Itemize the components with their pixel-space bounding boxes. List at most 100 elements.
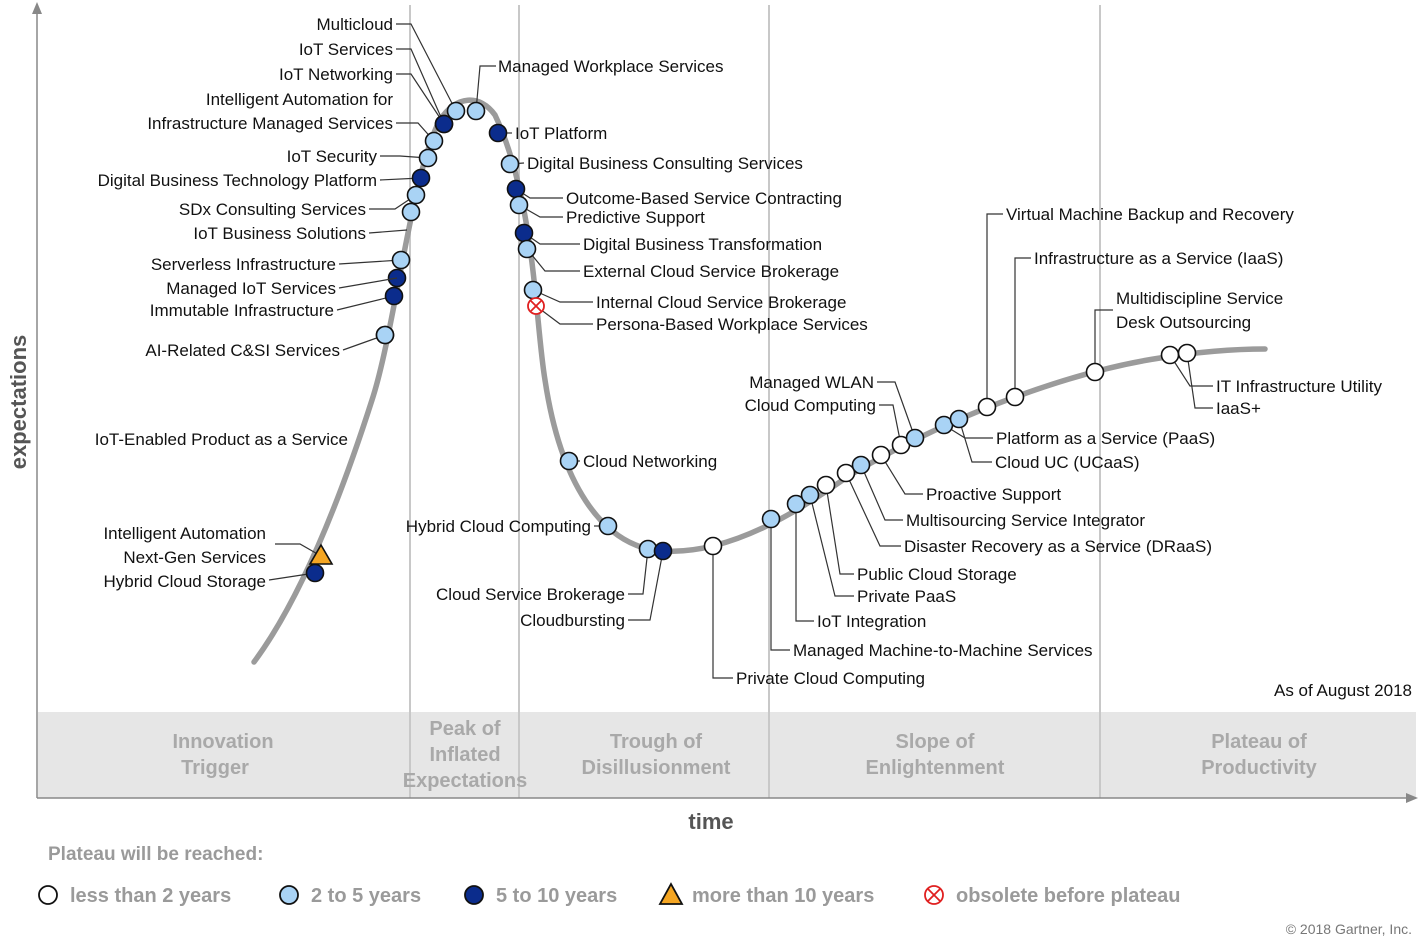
- technology-multisourcing-service-integrator: Multisourcing Service Integrator: [851, 455, 1145, 530]
- leader-line: [380, 155, 429, 159]
- technology-it-infrastructure-utility: IT Infrastructure Utility: [1160, 345, 1382, 396]
- technology-label: Disaster Recovery as a Service (DRaaS): [904, 537, 1212, 556]
- technology-iot-enabled-product-as-a-service: IoT-Enabled Product as a Service: [95, 325, 395, 449]
- as-of-date: As of August 2018: [1274, 681, 1412, 700]
- leader-line: [338, 259, 402, 265]
- leader-line: [986, 213, 1003, 407]
- leader-line: [809, 494, 854, 597]
- circle-marker-icon: [653, 541, 673, 561]
- technology-hybrid-cloud-computing: Hybrid Cloud Computing: [406, 516, 618, 536]
- technology-label: Multicloud: [316, 15, 393, 34]
- technology-label: Proactive Support: [926, 485, 1061, 504]
- technology-label: IoT Integration: [817, 612, 926, 631]
- technology-cloud-computing: Cloud Computing: [745, 396, 911, 455]
- technology-next-gen-services: Next-Gen Services: [123, 548, 266, 567]
- technology-label: SDx Consulting Services: [179, 200, 366, 219]
- technology-external-cloud-service-brokerage: External Cloud Service Brokerage: [517, 239, 839, 281]
- technology-label: Hybrid Cloud Computing: [406, 517, 591, 536]
- circle-marker-icon: [816, 475, 836, 495]
- legend-item-lt2: less than 2 years: [38, 885, 231, 907]
- technology-intelligent-automation: Intelligent Automation: [103, 524, 334, 565]
- technology-iot-networking: IoT Networking: [279, 65, 454, 134]
- orange-triangle-icon: [658, 882, 684, 905]
- circle-marker-icon: [1160, 345, 1180, 365]
- circle-marker-icon: [851, 455, 871, 475]
- technology-sdx-consulting-services: SDx Consulting Services: [179, 185, 426, 219]
- x-axis-label: time: [688, 809, 733, 834]
- phase-band: [38, 712, 1416, 798]
- technology-label: IoT Networking: [279, 65, 393, 84]
- leader-line: [795, 504, 814, 622]
- technology-digital-business-consulting-services: Digital Business Consulting Services: [500, 154, 803, 174]
- leader-line: [1014, 257, 1031, 397]
- technology-label: Private Cloud Computing: [736, 669, 925, 688]
- leader-line: [1186, 352, 1213, 409]
- leader-line: [825, 484, 854, 575]
- technology-hybrid-cloud-storage: Hybrid Cloud Storage: [103, 563, 325, 591]
- technology-label: IT Infrastructure Utility: [1216, 377, 1382, 396]
- technology-label: Cloud Networking: [583, 452, 717, 471]
- technology-ai-related-c-si-services: AI-Related C&SI Services: [145, 325, 395, 360]
- technology-outcome-based-service-contracting: Outcome-Based Service Contracting: [506, 179, 842, 208]
- leader-line: [880, 454, 923, 495]
- technology-label: Serverless Infrastructure: [151, 255, 336, 274]
- technology-label: IoT-Enabled Product as a Service: [95, 430, 348, 449]
- circle-marker-icon: [1085, 362, 1105, 382]
- circle-marker-icon: [514, 223, 534, 243]
- circle-marker-icon: [1005, 387, 1025, 407]
- technology-label: Hybrid Cloud Storage: [103, 572, 266, 591]
- legend-label: 2 to 5 years: [311, 885, 421, 907]
- leader-line: [535, 305, 593, 325]
- circle-marker-icon: [411, 168, 431, 188]
- technology-label: Virtual Machine Backup and Recovery: [1006, 205, 1294, 224]
- technology-label: Digital Business Consulting Services: [527, 154, 803, 173]
- circle-marker-icon: [506, 179, 526, 199]
- leader-line: [628, 550, 664, 621]
- legend-title: Plateau will be reached:: [48, 844, 263, 865]
- technology-managed-machine-to-machine-services: Managed Machine-to-Machine Services: [761, 509, 1093, 660]
- circle-marker-icon: [905, 428, 925, 448]
- technology-iot-platform: IoT Platform: [488, 123, 607, 143]
- phase-plateau: Plateau of Productivity: [1201, 731, 1317, 779]
- technology-label: IaaS+: [1216, 399, 1261, 418]
- circle-marker-icon: [871, 445, 891, 465]
- leader-line: [877, 381, 916, 439]
- circle-marker-icon: [424, 131, 444, 151]
- legend-label: 5 to 10 years: [496, 885, 617, 907]
- technology-predictive-support: Predictive Support: [509, 195, 705, 227]
- technology-label: Internal Cloud Service Brokerage: [596, 293, 846, 312]
- technology-label: Cloud UC (UCaaS): [995, 453, 1140, 472]
- legend-item-gt10: more than 10 years: [658, 882, 874, 907]
- phase-peak: Peak of Inflated Expectations: [403, 718, 527, 792]
- circle-marker-icon: [559, 451, 579, 471]
- technology-iot-integration: IoT Integration: [786, 494, 926, 631]
- technology-managed-wlan: Managed WLAN: [749, 373, 925, 448]
- technology-label: Cloud Service Brokerage: [436, 585, 625, 604]
- leader-line: [475, 65, 496, 112]
- dark-blue-circle-icon: [464, 885, 484, 905]
- circle-marker-icon: [466, 101, 486, 121]
- technology-label: Intelligent Automation: [103, 524, 266, 543]
- technology-label: IoT Services: [299, 40, 393, 59]
- leader-line: [958, 418, 992, 463]
- technology-label: Immutable Infrastructure: [150, 301, 334, 320]
- technology-multidiscipline-service-desk-outsourcing: Multidiscipline Service Desk Outsourcing: [1085, 289, 1283, 382]
- leader-line: [338, 277, 398, 289]
- phase-labels: Innovation Trigger Peak of Inflated Expecta…: [172, 718, 1317, 792]
- technology-label: Digital Business Transformation: [583, 235, 822, 254]
- technology-digital-business-technology-platform: Digital Business Technology Platform: [98, 168, 431, 190]
- circle-marker-icon: [446, 101, 466, 121]
- technology-label: IoT Business Solutions: [193, 224, 366, 243]
- technology-cloud-networking: Cloud Networking: [559, 451, 717, 471]
- y-arrow-icon: [32, 2, 42, 14]
- technology-private-cloud-computing: Private Cloud Computing: [703, 536, 925, 688]
- technology-label: Managed WLAN: [749, 373, 874, 392]
- technology-cloud-service-brokerage: Cloud Service Brokerage: [436, 539, 658, 604]
- technology-immutable-infrastructure: Immutable Infrastructure: [150, 286, 404, 320]
- technology-label: Intelligent Automation for Infrastructure…: [147, 90, 393, 133]
- leader-line: [770, 519, 790, 651]
- copyright: © 2018 Gartner, Inc.: [1286, 921, 1412, 937]
- technology-cloudbursting: Cloudbursting: [520, 541, 673, 630]
- technology-intelligent-automation-for-infrastructure-managed-services: Intelligent Automation for Infrastructure…: [147, 90, 444, 151]
